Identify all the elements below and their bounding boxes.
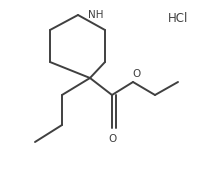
Text: NH: NH [88, 10, 104, 20]
Text: O: O [132, 69, 140, 79]
Text: O: O [108, 134, 116, 144]
Text: HCl: HCl [168, 12, 188, 25]
